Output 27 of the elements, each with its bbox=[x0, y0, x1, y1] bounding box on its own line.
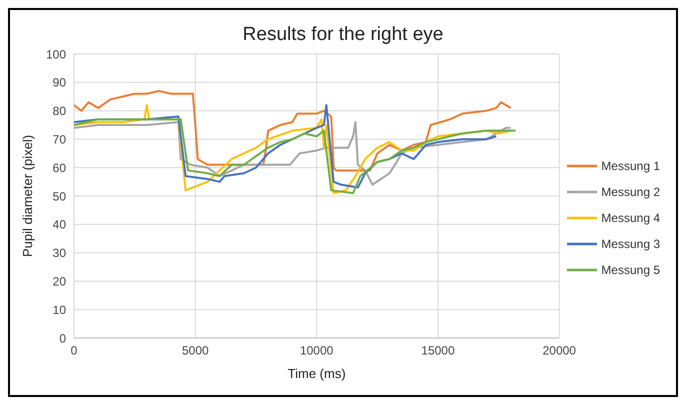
y-axis-title: Pupil diameter (pixel) bbox=[20, 134, 35, 258]
y-tick-label: 30 bbox=[52, 246, 66, 260]
legend-label: Messung 1 bbox=[601, 159, 660, 173]
y-tick-label: 20 bbox=[52, 274, 66, 288]
y-tick-label: 10 bbox=[52, 302, 66, 317]
x-tick-label: 5000 bbox=[182, 344, 209, 358]
y-tick-label: 0 bbox=[59, 331, 66, 346]
x-tick-label: 15000 bbox=[421, 344, 455, 358]
x-axis-title: Time (ms) bbox=[288, 366, 346, 381]
legend-label: Messung 5 bbox=[601, 263, 660, 277]
x-tick-label: 20000 bbox=[542, 344, 576, 358]
x-tick-label: 0 bbox=[70, 344, 78, 358]
legend-label: Messung 2 bbox=[601, 185, 660, 199]
y-tick-label: 80 bbox=[52, 104, 66, 118]
y-tick-label: 90 bbox=[52, 76, 66, 90]
y-tick-label: 40 bbox=[52, 218, 66, 232]
legend-label: Messung 3 bbox=[601, 237, 660, 251]
line-series bbox=[74, 118, 517, 194]
legend-label: Messung 4 bbox=[601, 211, 660, 225]
y-tick-label: 100 bbox=[46, 47, 66, 62]
x-tick-label: 10000 bbox=[300, 344, 334, 358]
chart-title: Results for the right eye bbox=[242, 24, 444, 45]
line-series bbox=[74, 90, 512, 172]
line-series bbox=[74, 121, 512, 186]
y-tick-label: 70 bbox=[52, 132, 66, 146]
y-tick-label: 50 bbox=[52, 189, 66, 204]
y-tick-label: 60 bbox=[52, 160, 66, 175]
